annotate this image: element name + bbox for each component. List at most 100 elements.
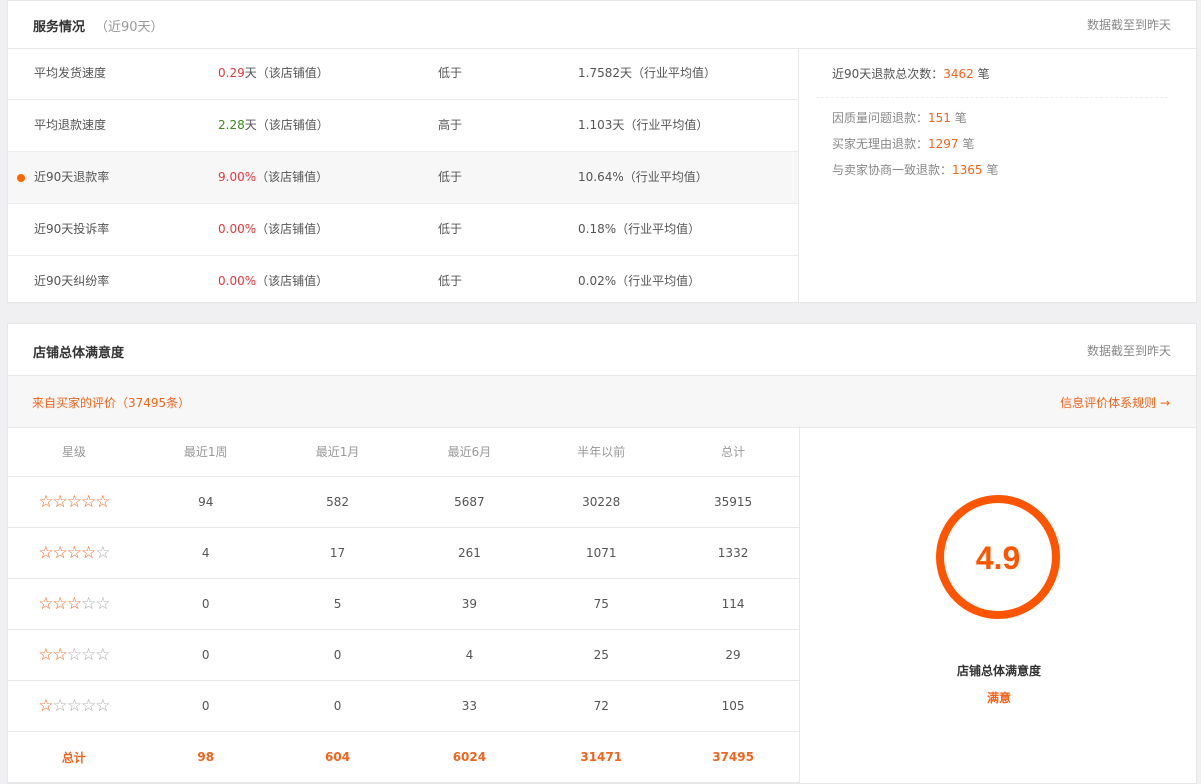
shop-value: 9.00%（该店铺值） xyxy=(218,170,329,184)
compare-text: 高于 xyxy=(438,118,463,132)
count-cell: 4 xyxy=(403,629,536,681)
column-header: 最近6月 xyxy=(403,426,536,477)
metric-name: 平均发货速度 xyxy=(34,66,107,80)
rating-text: 满意 xyxy=(986,691,1011,705)
industry-value: 1.7582天（行业平均值） xyxy=(578,66,716,80)
score-label: 店铺总体满意度 xyxy=(956,664,1041,678)
count-cell: 5687 xyxy=(403,476,536,528)
rating-row: ☆☆☆☆☆ 4 17 261 1071 1332 xyxy=(8,527,799,579)
count-cell: 0 xyxy=(139,680,272,732)
service-row: 近90天纠纷率 0.00%（该店铺值） 低于 0.02%（行业平均值） xyxy=(8,256,798,307)
count-cell: 30228 xyxy=(535,476,668,528)
service-row: 平均发货速度 0.29天（该店铺值） 低于 1.7582天（行业平均值） xyxy=(8,48,798,100)
review-source-bar: 来自买家的评价（37495条） 信息评价体系规则 → xyxy=(8,376,1196,428)
total-row: 总计 98 604 6024 31471 37495 xyxy=(8,731,799,783)
count-cell: 582 xyxy=(271,476,404,528)
data-note: 数据截至到昨天 xyxy=(1086,344,1171,358)
service-row: 近90天投诉率 0.00%（该店铺值） 低于 0.18%（行业平均值） xyxy=(8,204,798,256)
compare-text: 低于 xyxy=(438,274,463,288)
count-cell: 35915 xyxy=(667,476,799,528)
industry-value: 0.18%（行业平均值） xyxy=(578,222,701,236)
count-cell: 72 xyxy=(535,680,668,732)
column-header: 最近1周 xyxy=(139,426,272,477)
count-cell: 33 xyxy=(403,680,536,732)
shop-value: 0.00%（该店铺值） xyxy=(218,274,329,288)
total-label: 总计 xyxy=(8,731,140,783)
service-row: 平均退款速度 2.28天（该店铺值） 高于 1.103天（行业平均值） xyxy=(8,100,798,152)
count-cell: 4 xyxy=(139,527,272,579)
highlight-dot xyxy=(17,174,25,182)
column-header: 星级 xyxy=(8,426,140,477)
count-cell: 5 xyxy=(271,578,404,630)
column-header: 总计 xyxy=(667,426,799,477)
score-value: 4.9 xyxy=(976,540,1020,576)
count-cell: 29 xyxy=(667,629,799,681)
compare-text: 低于 xyxy=(438,170,463,184)
metric-name: 近90天投诉率 xyxy=(34,222,110,236)
star-rating-1: ☆☆☆☆☆ xyxy=(8,680,140,732)
count-cell: 0 xyxy=(139,629,272,681)
star-rating-2: ☆☆☆☆☆ xyxy=(8,629,140,681)
total-cell: 37495 xyxy=(667,731,799,783)
refund-item: 与卖家协商一致退款：1365 笔 xyxy=(832,163,999,177)
count-cell: 94 xyxy=(139,476,272,528)
compare-text: 低于 xyxy=(438,66,463,80)
rating-row: ☆☆☆☆☆ 0 0 4 25 29 xyxy=(8,629,799,681)
count-cell: 17 xyxy=(271,527,404,579)
metric-name: 近90天纠纷率 xyxy=(34,274,110,288)
score-ring: 4.9 xyxy=(936,495,1060,619)
count-cell: 39 xyxy=(403,578,536,630)
metric-name: 近90天退款率 xyxy=(34,170,110,184)
data-note: 数据截至到昨天 xyxy=(1086,18,1171,32)
metric-name: 平均退款速度 xyxy=(34,118,107,132)
total-cell: 98 xyxy=(139,731,272,783)
industry-value: 10.64%（行业平均值） xyxy=(578,170,708,184)
satisfaction-panel: 店铺总体满意度 数据截至到昨天 来自买家的评价（37495条） 信息评价体系规则… xyxy=(7,323,1197,784)
service-title: 服务情况 （近90天） xyxy=(33,20,164,35)
count-cell: 261 xyxy=(403,527,536,579)
rating-row: ☆☆☆☆☆ 0 5 39 75 114 xyxy=(8,578,799,630)
column-header: 半年以前 xyxy=(535,426,668,477)
shop-value: 0.00%（该店铺值） xyxy=(218,222,329,236)
refund-summary: 近90天退款总次数：3462 笔 因质量问题退款：151 笔买家无理由退款：12… xyxy=(798,48,1198,302)
count-cell: 114 xyxy=(667,578,799,630)
count-cell: 1332 xyxy=(667,527,799,579)
shop-value: 0.29天（该店铺值） xyxy=(218,66,329,80)
rating-row: ☆☆☆☆☆ 0 0 33 72 105 xyxy=(8,680,799,732)
star-rating-5: ☆☆☆☆☆ xyxy=(8,476,140,528)
review-source: 来自买家的评价（37495条） xyxy=(32,396,191,410)
count-cell: 0 xyxy=(271,680,404,732)
star-rating-4: ☆☆☆☆☆ xyxy=(8,527,140,579)
count-cell: 105 xyxy=(667,680,799,732)
score-panel: 4.9 店铺总体满意度 满意 xyxy=(799,426,1198,783)
shop-value: 2.28天（该店铺值） xyxy=(218,118,329,132)
service-row: 近90天退款率 9.00%（该店铺值） 低于 10.64%（行业平均值） xyxy=(8,152,798,204)
service-panel: 服务情况 （近90天） 数据截至到昨天 平均发货速度 0.29天（该店铺值） 低于… xyxy=(7,0,1197,303)
service-table: 平均发货速度 0.29天（该店铺值） 低于 1.7582天（行业平均值） 平均退款… xyxy=(8,48,798,307)
count-cell: 1071 xyxy=(535,527,668,579)
refund-total: 近90天退款总次数：3462 笔 xyxy=(832,67,990,81)
count-cell: 0 xyxy=(139,578,272,630)
industry-value: 0.02%（行业平均值） xyxy=(578,274,701,288)
score-ring-circle xyxy=(936,495,1060,619)
rating-table: 星级 最近1周 最近1月 最近6月 半年以前 总计 ☆☆☆☆☆ 94 582 5687 30228 3… xyxy=(8,426,799,783)
service-header: 服务情况 （近90天） 数据截至到昨天 xyxy=(8,1,1196,49)
refund-item: 买家无理由退款：1297 笔 xyxy=(832,137,975,151)
star-rating-3: ☆☆☆☆☆ xyxy=(8,578,140,630)
total-cell: 6024 xyxy=(403,731,536,783)
count-cell: 25 xyxy=(535,629,668,681)
service-subtitle: （近90天） xyxy=(95,20,164,35)
satisfaction-title: 店铺总体满意度 xyxy=(33,346,125,361)
refund-item: 因质量问题退款：151 笔 xyxy=(832,111,967,125)
satisfaction-header: 店铺总体满意度 数据截至到昨天 xyxy=(8,324,1196,376)
count-cell: 0 xyxy=(271,629,404,681)
total-cell: 604 xyxy=(271,731,404,783)
total-cell: 31471 xyxy=(535,731,668,783)
industry-value: 1.103天（行业平均值） xyxy=(578,118,709,132)
column-header: 最近1月 xyxy=(271,426,404,477)
compare-text: 低于 xyxy=(438,222,463,236)
rules-link[interactable]: 信息评价体系规则 → xyxy=(1060,396,1170,410)
count-cell: 75 xyxy=(535,578,668,630)
divider xyxy=(816,97,1168,98)
rating-row: ☆☆☆☆☆ 94 582 5687 30228 35915 xyxy=(8,476,799,528)
